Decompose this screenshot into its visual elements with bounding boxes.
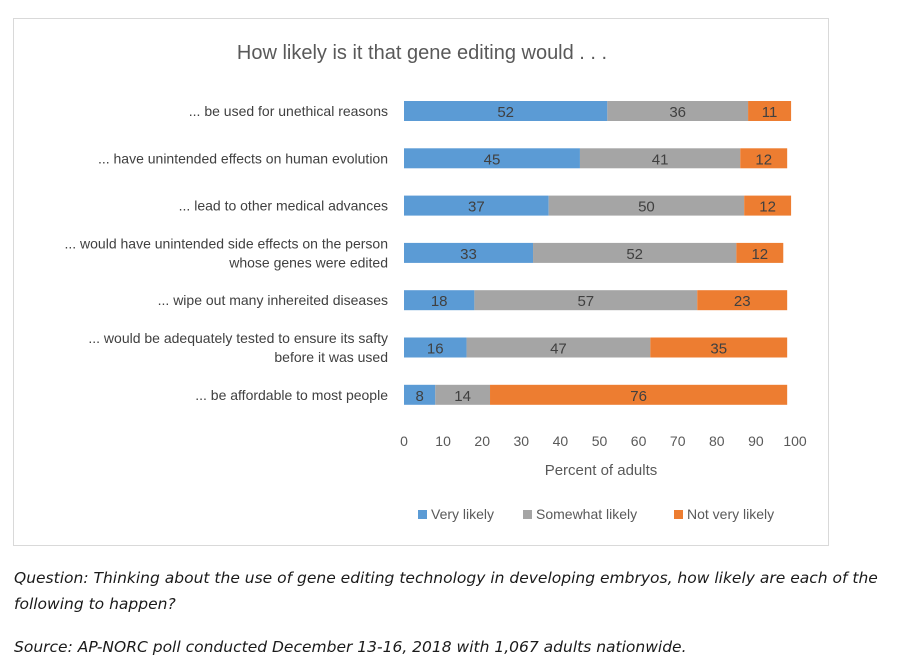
- bar-segment: [404, 101, 608, 121]
- data-label: 16: [427, 341, 444, 358]
- bar-segment: [404, 195, 549, 216]
- bar-segment: [490, 384, 788, 405]
- category-label: ... be used for unethical reasons: [189, 103, 388, 119]
- data-label: 57: [577, 293, 594, 310]
- data-label: 47: [550, 341, 567, 358]
- bar-segment: [607, 101, 749, 121]
- category-label: ... be affordable to most people: [195, 387, 388, 403]
- category-label: ... lead to other medical advances: [179, 198, 388, 214]
- x-tick-label: 10: [435, 433, 451, 449]
- data-label: 35: [710, 341, 727, 358]
- bar-segment: [474, 290, 698, 311]
- x-tick-label: 50: [592, 433, 608, 449]
- x-tick-label: 0: [400, 433, 408, 449]
- bar-segment: [435, 384, 491, 405]
- bar-segment: [404, 242, 534, 263]
- legend-label: Somewhat likely: [536, 506, 637, 522]
- category-label: before it was used: [274, 349, 388, 365]
- x-tick-label: 90: [748, 433, 764, 449]
- bar-segment: [740, 148, 788, 169]
- data-label: 14: [454, 388, 471, 405]
- x-tick-label: 60: [631, 433, 647, 449]
- x-tick-label: 40: [553, 433, 569, 449]
- data-label: 41: [652, 151, 669, 168]
- legend-label: Not very likely: [687, 506, 774, 522]
- bar-segment: [650, 337, 788, 358]
- category-label: whose genes were edited: [228, 254, 388, 270]
- bar-segment: [466, 337, 651, 358]
- data-label: 8: [415, 388, 423, 405]
- category-label: ... would be adequately tested to ensure…: [88, 330, 388, 346]
- legend-label: Very likely: [431, 506, 494, 522]
- category-label: ... would have unintended side effects o…: [64, 235, 388, 251]
- question-caption: Question: Thinking about the use of gene…: [14, 569, 878, 613]
- stacked-bar-chart: How likely is it that gene editing would…: [64, 42, 807, 522]
- data-label: 36: [669, 104, 686, 121]
- data-label: 11: [762, 104, 778, 121]
- data-label: 52: [497, 104, 514, 121]
- bar-segment: [744, 195, 792, 216]
- legend-swatch: [418, 510, 427, 519]
- bar-segment: [748, 101, 792, 121]
- x-tick-label: 70: [670, 433, 686, 449]
- x-tick-label: 30: [514, 433, 530, 449]
- bar-segment: [404, 148, 580, 169]
- category-label: ... wipe out many inhereited diseases: [158, 292, 388, 308]
- source-caption: Source: AP-NORC poll conducted December …: [14, 638, 687, 656]
- chart-title: How likely is it that gene editing would…: [237, 42, 607, 64]
- data-label: 50: [638, 199, 655, 216]
- bar-segment: [697, 290, 788, 311]
- data-label: 12: [751, 246, 768, 263]
- chart-frame: How likely is it that gene editing would…: [13, 18, 829, 546]
- x-tick-label: 20: [474, 433, 490, 449]
- x-tick-label: 80: [709, 433, 725, 449]
- legend-swatch: [674, 510, 683, 519]
- bar-segment: [404, 290, 475, 311]
- category-label: ... have unintended effects on human evo…: [98, 150, 388, 166]
- data-label: 33: [460, 246, 477, 263]
- data-label: 18: [431, 293, 448, 310]
- bar-segment: [533, 242, 737, 263]
- data-label: 76: [630, 388, 647, 405]
- data-label: 52: [626, 246, 643, 263]
- bar-segment: [404, 384, 436, 405]
- data-label: 12: [755, 151, 772, 168]
- bar-segment: [736, 242, 784, 263]
- x-tick-label: 100: [783, 433, 807, 449]
- x-axis-title: Percent of adults: [545, 462, 658, 479]
- data-label: 37: [468, 199, 485, 216]
- legend-swatch: [523, 510, 532, 519]
- data-label: 12: [759, 199, 776, 216]
- data-label: 45: [484, 151, 501, 168]
- data-label: 23: [734, 293, 751, 310]
- bar-segment: [548, 195, 745, 216]
- bar-segment: [404, 337, 467, 358]
- bar-segment: [579, 148, 741, 169]
